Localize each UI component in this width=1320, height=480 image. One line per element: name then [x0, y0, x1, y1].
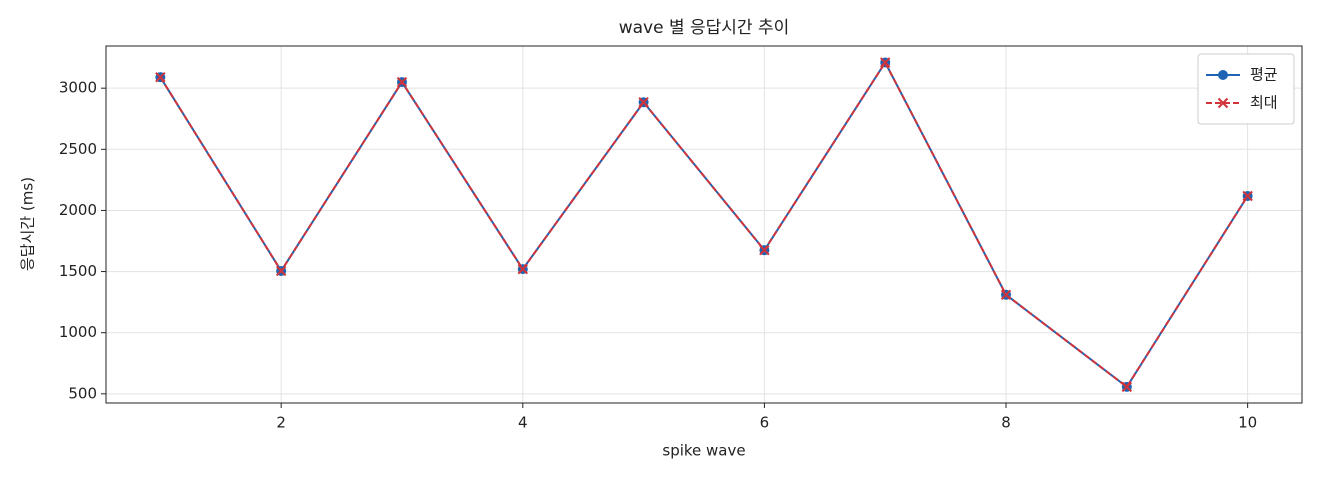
y-tick-label: 1000 [59, 323, 97, 341]
marker [638, 97, 649, 108]
y-tick-label: 500 [68, 384, 97, 402]
legend-label: 평균 [1250, 66, 1278, 84]
y-tick-label: 2500 [59, 140, 97, 158]
marker [1242, 190, 1253, 202]
y-axis-label: 응답시간 (ms) [19, 177, 37, 271]
marker [1217, 97, 1229, 109]
marker [880, 57, 891, 68]
plot-frame [105, 45, 1303, 404]
x-tick-label: 6 [760, 414, 770, 432]
x-tick-label: 8 [1001, 414, 1011, 432]
series-line [159, 60, 1249, 389]
x-tick-label: 2 [276, 414, 286, 432]
y-tick-label: 1500 [59, 262, 97, 280]
x-tick-label: 4 [518, 414, 528, 432]
y-tick-label: 2000 [59, 201, 97, 219]
x-axis-label: spike wave [662, 442, 745, 460]
marker [517, 263, 528, 275]
marker [275, 265, 287, 277]
marker [1000, 289, 1012, 301]
marker [396, 76, 408, 88]
marker [759, 244, 770, 256]
marker [1121, 381, 1133, 393]
chart-title: wave 별 응답시간 추이 [619, 18, 790, 38]
y-tick-label: 3000 [59, 79, 97, 97]
legend-box [1197, 53, 1295, 125]
marker [1218, 70, 1228, 80]
x-tick-label: 10 [1238, 414, 1257, 432]
legend-label: 최대 [1250, 94, 1278, 112]
marker [155, 71, 166, 83]
